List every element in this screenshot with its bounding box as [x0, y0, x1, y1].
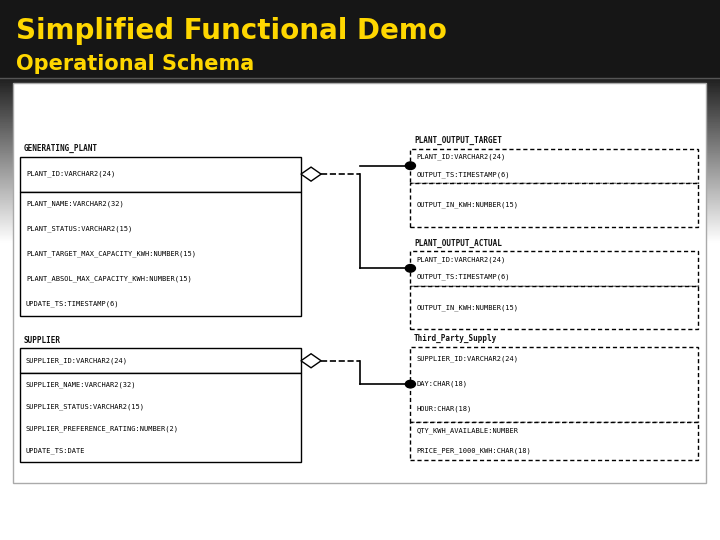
- Bar: [20, 348, 301, 373]
- Text: SUPPLIER_ID:VARCHAR2(24): SUPPLIER_ID:VARCHAR2(24): [26, 357, 128, 364]
- Text: PLANT_ID:VARCHAR2(24): PLANT_ID:VARCHAR2(24): [416, 154, 505, 160]
- Text: HOUR:CHAR(18): HOUR:CHAR(18): [416, 406, 472, 413]
- Text: PLANT_ID:VARCHAR2(24): PLANT_ID:VARCHAR2(24): [416, 256, 505, 263]
- Circle shape: [405, 380, 415, 388]
- Bar: [13, 83, 706, 483]
- Text: PRICE_PER_1000_KWH:CHAR(18): PRICE_PER_1000_KWH:CHAR(18): [416, 447, 531, 454]
- Text: SUPPLIER_NAME:VARCHAR2(32): SUPPLIER_NAME:VARCHAR2(32): [26, 381, 136, 388]
- Bar: [20, 373, 301, 462]
- Text: OUTPUT_TS:TIMESTAMP(6): OUTPUT_TS:TIMESTAMP(6): [416, 171, 510, 178]
- Text: OUTPUT_TS:TIMESTAMP(6): OUTPUT_TS:TIMESTAMP(6): [416, 274, 510, 280]
- Bar: [0, 0, 720, 78]
- Text: Simplified Functional Demo: Simplified Functional Demo: [16, 17, 446, 45]
- Text: QTY_KWH_AVAILABLE:NUMBER: QTY_KWH_AVAILABLE:NUMBER: [416, 428, 518, 435]
- Text: OUTPUT_IN_KWH:NUMBER(15): OUTPUT_IN_KWH:NUMBER(15): [416, 304, 518, 311]
- Text: PLANT_TARGET_MAX_CAPACITY_KWH:NUMBER(15): PLANT_TARGET_MAX_CAPACITY_KWH:NUMBER(15): [26, 251, 196, 257]
- Text: PLANT_STATUS:VARCHAR2(15): PLANT_STATUS:VARCHAR2(15): [26, 226, 132, 232]
- Bar: [20, 157, 301, 192]
- Text: SUPPLIER_ID:VARCHAR2(24): SUPPLIER_ID:VARCHAR2(24): [416, 356, 518, 362]
- Text: SUPPLIER_STATUS:VARCHAR2(15): SUPPLIER_STATUS:VARCHAR2(15): [26, 403, 145, 410]
- Text: UPDATE_TS:DATE: UPDATE_TS:DATE: [26, 447, 86, 454]
- Polygon shape: [301, 167, 321, 181]
- Bar: [410, 422, 698, 460]
- Bar: [410, 286, 698, 329]
- Text: PLANT_NAME:VARCHAR2(32): PLANT_NAME:VARCHAR2(32): [26, 201, 124, 207]
- Text: PLANT_OUTPUT_ACTUAL: PLANT_OUTPUT_ACTUAL: [414, 239, 502, 248]
- Circle shape: [405, 265, 415, 272]
- Bar: [410, 251, 698, 286]
- Text: PLANT_ID:VARCHAR2(24): PLANT_ID:VARCHAR2(24): [26, 171, 115, 178]
- Bar: [410, 183, 698, 227]
- Text: Mike Schmitz: Mike Schmitz: [635, 498, 704, 508]
- Text: UPDATE_TS:TIMESTAMP(6): UPDATE_TS:TIMESTAMP(6): [26, 300, 120, 307]
- Text: PLANT_ABSOL_MAX_CAPACITY_KWH:NUMBER(15): PLANT_ABSOL_MAX_CAPACITY_KWH:NUMBER(15): [26, 275, 192, 282]
- Text: SUPPLIER: SUPPLIER: [24, 336, 60, 345]
- Text: DAY:CHAR(18): DAY:CHAR(18): [416, 381, 467, 387]
- Text: High Performance Data Warehousing: High Performance Data Warehousing: [511, 518, 704, 528]
- Text: GENERATING_PLANT: GENERATING_PLANT: [24, 144, 98, 153]
- Text: PLANT_OUTPUT_TARGET: PLANT_OUTPUT_TARGET: [414, 136, 502, 145]
- Text: OUTPUT_IN_KWH:NUMBER(15): OUTPUT_IN_KWH:NUMBER(15): [416, 201, 518, 208]
- Text: Third_Party_Supply: Third_Party_Supply: [414, 334, 498, 343]
- Polygon shape: [301, 354, 321, 368]
- Text: 16: 16: [16, 499, 43, 518]
- Bar: [410, 148, 698, 183]
- Circle shape: [405, 162, 415, 170]
- Bar: [410, 347, 698, 422]
- Bar: [20, 192, 301, 316]
- Text: Operational Schema: Operational Schema: [16, 53, 254, 74]
- Text: SUPPLIER_PREFERENCE_RATING:NUMBER(2): SUPPLIER_PREFERENCE_RATING:NUMBER(2): [26, 425, 179, 432]
